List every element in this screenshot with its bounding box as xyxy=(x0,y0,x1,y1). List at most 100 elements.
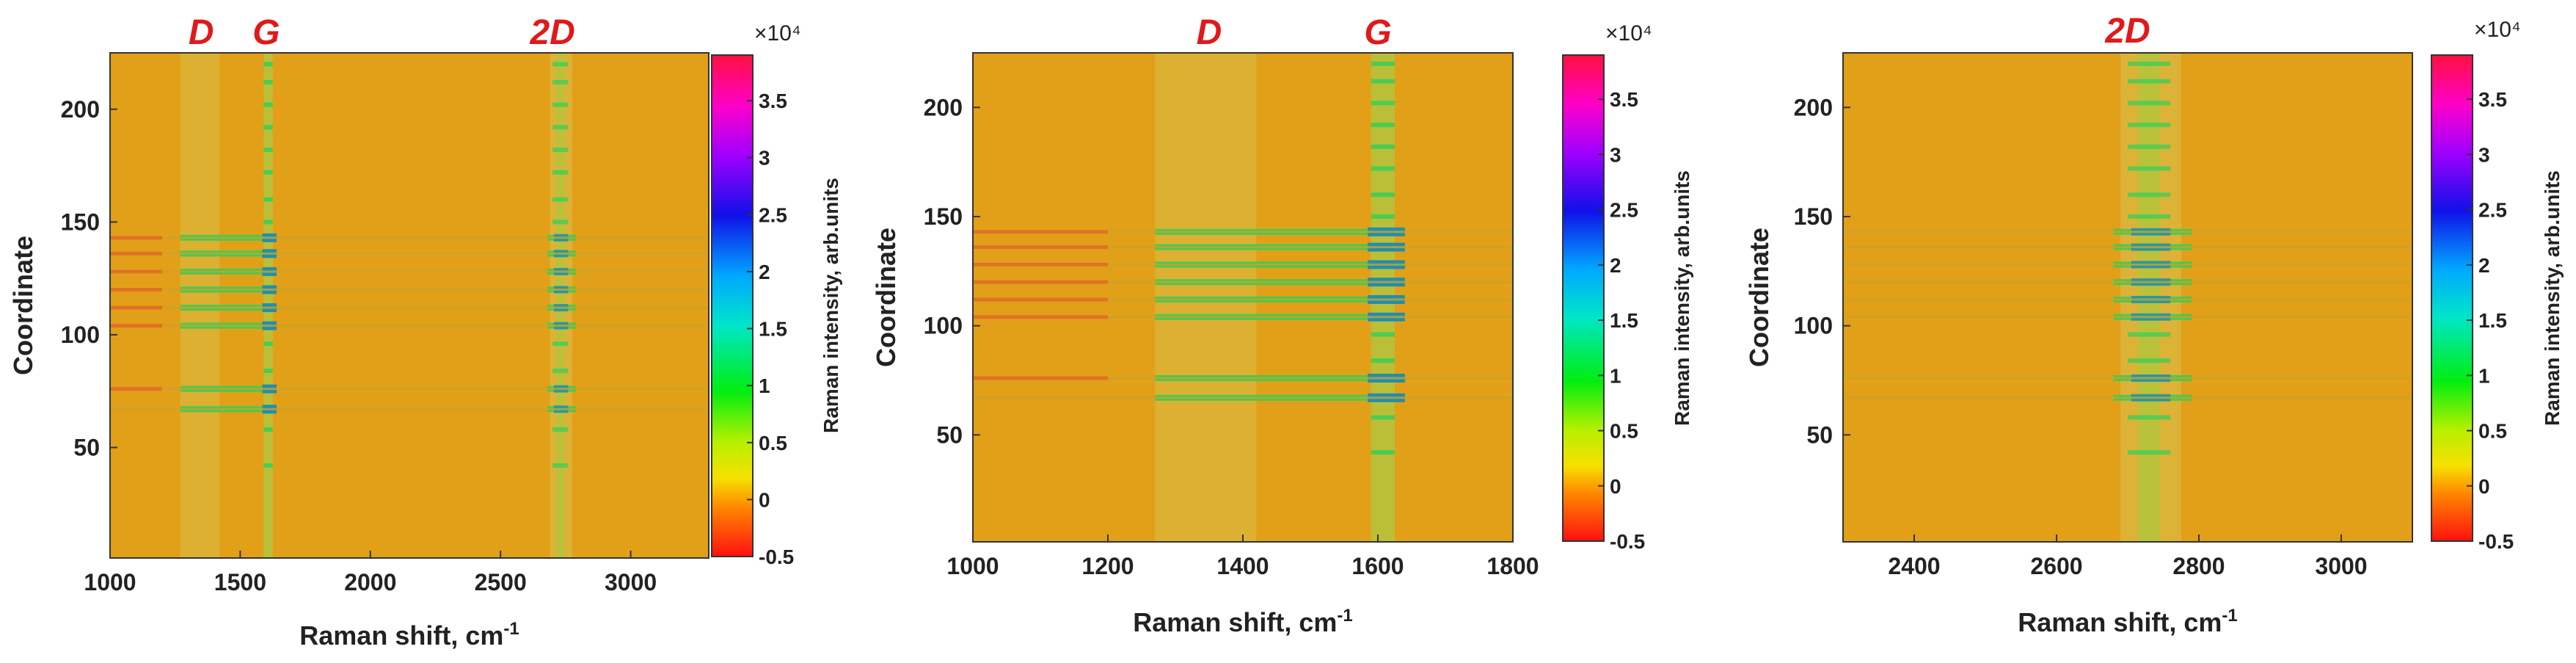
g-peak-mark xyxy=(1371,166,1395,171)
x-tick-label: 1000 xyxy=(946,553,999,579)
y-tick-label: 100 xyxy=(1794,313,1833,339)
colorbar-tick-label: -0.5 xyxy=(759,546,794,568)
colorbar-tick-label: 0 xyxy=(759,488,770,511)
g-peak-mark xyxy=(263,62,273,67)
2d-peak-mark xyxy=(2128,61,2171,66)
panel-full-spectrum: 1000 1500 2000 2500 3000 50 100 150 200 D G 2D Ra… xyxy=(8,13,842,651)
y-tick-label: 50 xyxy=(936,421,963,448)
g-peak-mark xyxy=(263,341,273,347)
2d-peak-mark xyxy=(2128,415,2171,420)
2d-peak-mark xyxy=(2128,450,2171,455)
colorbar-ticks: -0.5 0 0.5 1 1.5 2 2.5 3 3.5 xyxy=(2467,88,2514,553)
y-axis-ticks: 50 100 150 200 xyxy=(924,94,980,448)
colorbar-tick-label: 3.5 xyxy=(2478,88,2507,111)
y-tick-label: 150 xyxy=(1794,203,1833,230)
plot-frame xyxy=(1842,52,2413,543)
2d-peak-mark xyxy=(2128,192,2171,198)
colorbar xyxy=(1562,54,1605,542)
low-intensity-streak xyxy=(973,297,1108,302)
faint-stripe xyxy=(973,377,1513,380)
y-axis-ticks: 50 100 150 200 xyxy=(61,96,117,461)
g-peak-mark xyxy=(263,79,273,84)
faint-stripe xyxy=(973,298,1513,301)
y-tick-label: 200 xyxy=(924,94,963,120)
low-intensity-streak xyxy=(973,315,1108,319)
colorbar-ticks: -0.5 0 0.5 1 1.5 2 2.5 3 3.5 xyxy=(1598,88,1645,553)
colorbar-tick-label: 2 xyxy=(1610,254,1621,277)
faint-stripe xyxy=(1843,377,2412,380)
x-tick-label: 2600 xyxy=(2030,553,2082,579)
g-peak-mark xyxy=(263,170,273,175)
2d-peak-mark xyxy=(552,369,569,374)
faint-stripe xyxy=(1843,263,2412,266)
faint-stripe xyxy=(973,316,1513,319)
y-tick-label: 200 xyxy=(1794,94,1833,120)
plot-frame xyxy=(109,52,709,559)
colorbar-exponent: ×10⁴ xyxy=(1605,21,1652,46)
x-axis-label: Raman shift, cm-1 xyxy=(2018,606,2237,637)
colorbar-label: Raman intensity, arb.units xyxy=(1671,170,1693,426)
g-peak-mark xyxy=(1371,123,1395,128)
peak-label: D xyxy=(189,13,214,52)
colorbar-exponent: ×10⁴ xyxy=(754,21,801,46)
heatmap-marks xyxy=(1843,53,2412,542)
x-tick-label: 2500 xyxy=(475,569,527,595)
y-axis-label: Coordinate xyxy=(871,228,901,367)
colorbar-tick-label: 2 xyxy=(759,261,770,283)
y-tick-label: 100 xyxy=(61,322,100,348)
y-tick-label: 150 xyxy=(61,209,100,235)
peak-label: 2D xyxy=(529,13,574,52)
low-intensity-streak xyxy=(973,376,1108,380)
heatmap-marks xyxy=(973,53,1513,542)
2d-peak-mark xyxy=(2128,358,2171,363)
2d-peak-mark xyxy=(2128,332,2171,337)
low-intensity-streak xyxy=(110,324,162,328)
low-intensity-streak xyxy=(973,262,1108,267)
colorbar-tick-label: -0.5 xyxy=(2478,530,2514,553)
colorbar-tick-label: 3 xyxy=(759,147,770,170)
faint-stripe xyxy=(110,270,709,273)
x-tick-label: 2400 xyxy=(1888,553,1940,579)
heatmap-marks xyxy=(110,53,709,558)
g-peak-mark xyxy=(1371,214,1395,219)
peak-label: D xyxy=(1197,13,1222,52)
colorbar-tick-label: 2 xyxy=(2478,254,2490,277)
peak-labels: 2D xyxy=(2104,12,2150,51)
colorbar-exponent: ×10⁴ xyxy=(2474,18,2521,42)
colorbar xyxy=(2431,54,2473,542)
2d-peak-mark xyxy=(552,197,569,202)
faint-stripe xyxy=(973,263,1513,266)
x-tick-label: 1600 xyxy=(1351,553,1404,579)
low-intensity-streak xyxy=(110,269,162,274)
faint-stripe xyxy=(1843,396,2412,399)
x-axis-label: Raman shift, cm-1 xyxy=(1133,606,1352,637)
faint-stripe xyxy=(110,407,709,410)
2d-peak-mark xyxy=(2128,144,2171,149)
faint-stripe xyxy=(1843,298,2412,301)
faint-stripe xyxy=(973,280,1513,283)
colorbar-tick-label: 0.5 xyxy=(2478,420,2507,443)
colorbar-tick-label: 3.5 xyxy=(1610,88,1638,111)
colorbar-tick-label: 1 xyxy=(759,374,770,397)
2d-peak-mark xyxy=(552,341,569,347)
2d-peak-mark xyxy=(552,220,569,225)
peak-label: G xyxy=(1364,13,1391,52)
colorbar-tick-label: 0 xyxy=(1610,475,1621,498)
x-tick-label: 1500 xyxy=(214,569,266,595)
faint-stripe xyxy=(110,289,709,291)
x-tick-label: 1400 xyxy=(1216,553,1269,579)
x-axis-ticks: 2400 2600 2800 3000 xyxy=(1888,535,2368,579)
faint-stripe xyxy=(973,231,1513,233)
x-axis-ticks: 1000 1200 1400 1600 1800 xyxy=(946,535,1539,579)
colorbar-tick-label: 0.5 xyxy=(759,432,787,454)
faint-stripe xyxy=(1843,316,2412,319)
y-tick-label: 150 xyxy=(924,203,963,230)
g-peak-mark xyxy=(263,427,273,432)
faint-stripe xyxy=(110,236,709,239)
2d-peak-mark xyxy=(552,148,569,153)
2d-peak-mark xyxy=(552,170,569,175)
colorbar-tick-label: 0.5 xyxy=(1610,420,1638,443)
colorbar-tick-label: 1.5 xyxy=(2478,309,2507,332)
